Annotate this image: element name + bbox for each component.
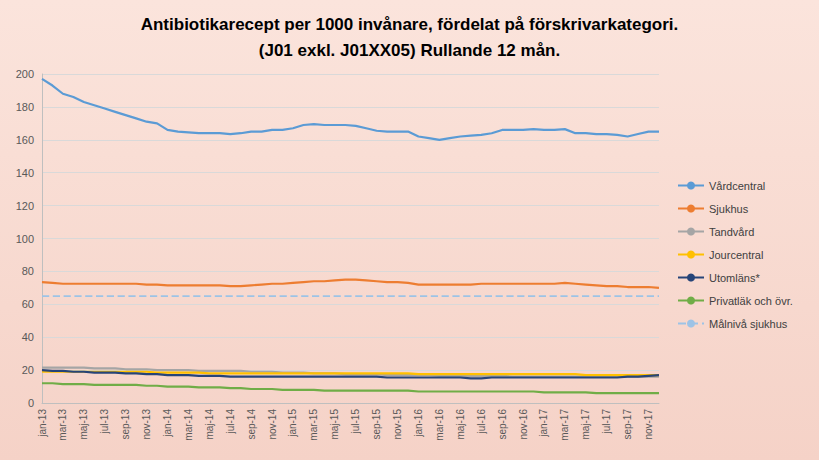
svg-text:jul-13: jul-13 xyxy=(99,409,110,435)
svg-text:100: 100 xyxy=(16,233,34,245)
svg-text:Privatläk och övr.: Privatläk och övr. xyxy=(709,295,793,307)
svg-text:(J01 exkl. J01XX05) Rullande 1: (J01 exkl. J01XX05) Rullande 12 mån. xyxy=(259,41,560,60)
svg-text:mar-16: mar-16 xyxy=(434,409,445,441)
svg-text:jul-16: jul-16 xyxy=(476,409,487,435)
svg-text:maj-15: maj-15 xyxy=(329,409,340,440)
svg-text:sep-13: sep-13 xyxy=(120,409,131,440)
svg-text:Sjukhus: Sjukhus xyxy=(709,203,749,215)
svg-text:nov-13: nov-13 xyxy=(141,409,152,440)
svg-text:200: 200 xyxy=(16,68,34,80)
svg-text:maj-13: maj-13 xyxy=(78,409,89,440)
svg-text:Tandvård: Tandvård xyxy=(709,226,754,238)
svg-text:Utomläns*: Utomläns* xyxy=(709,272,760,284)
svg-text:0: 0 xyxy=(28,397,34,409)
svg-text:mar-13: mar-13 xyxy=(57,409,68,441)
svg-text:180: 180 xyxy=(16,101,34,113)
svg-text:160: 160 xyxy=(16,134,34,146)
svg-text:40: 40 xyxy=(22,331,34,343)
svg-text:Vårdcentral: Vårdcentral xyxy=(709,180,765,192)
svg-text:Målnivå sjukhus: Målnivå sjukhus xyxy=(709,318,788,330)
svg-text:maj-16: maj-16 xyxy=(455,409,466,440)
svg-text:mar-15: mar-15 xyxy=(308,409,319,441)
svg-text:120: 120 xyxy=(16,200,34,212)
svg-text:jul-15: jul-15 xyxy=(350,409,361,435)
svg-text:jan-13: jan-13 xyxy=(37,409,48,438)
svg-text:nov-15: nov-15 xyxy=(392,409,403,440)
svg-text:jan-15: jan-15 xyxy=(287,409,298,438)
svg-text:Antibiotikarecept per 1000 inv: Antibiotikarecept per 1000 invånare, för… xyxy=(141,15,679,34)
svg-text:80: 80 xyxy=(22,265,34,277)
svg-text:sep-14: sep-14 xyxy=(246,409,257,440)
svg-text:jul-17: jul-17 xyxy=(601,409,612,435)
svg-text:jul-14: jul-14 xyxy=(225,409,236,435)
svg-text:60: 60 xyxy=(22,298,34,310)
svg-text:mar-17: mar-17 xyxy=(559,409,570,441)
svg-text:maj-17: maj-17 xyxy=(580,409,591,440)
svg-text:20: 20 xyxy=(22,364,34,376)
svg-text:jan-14: jan-14 xyxy=(162,409,173,438)
svg-text:Jourcentral: Jourcentral xyxy=(709,249,763,261)
svg-text:sep-15: sep-15 xyxy=(371,409,382,440)
svg-text:nov-17: nov-17 xyxy=(643,409,654,440)
svg-text:140: 140 xyxy=(16,167,34,179)
svg-text:jan-16: jan-16 xyxy=(413,409,424,438)
svg-text:jan-17: jan-17 xyxy=(538,409,549,438)
svg-text:maj-14: maj-14 xyxy=(204,409,215,440)
svg-text:sep-16: sep-16 xyxy=(497,409,508,440)
svg-text:sep-17: sep-17 xyxy=(622,409,633,440)
svg-text:nov-16: nov-16 xyxy=(518,409,529,440)
svg-text:nov-14: nov-14 xyxy=(267,409,278,440)
svg-text:mar-14: mar-14 xyxy=(183,409,194,441)
